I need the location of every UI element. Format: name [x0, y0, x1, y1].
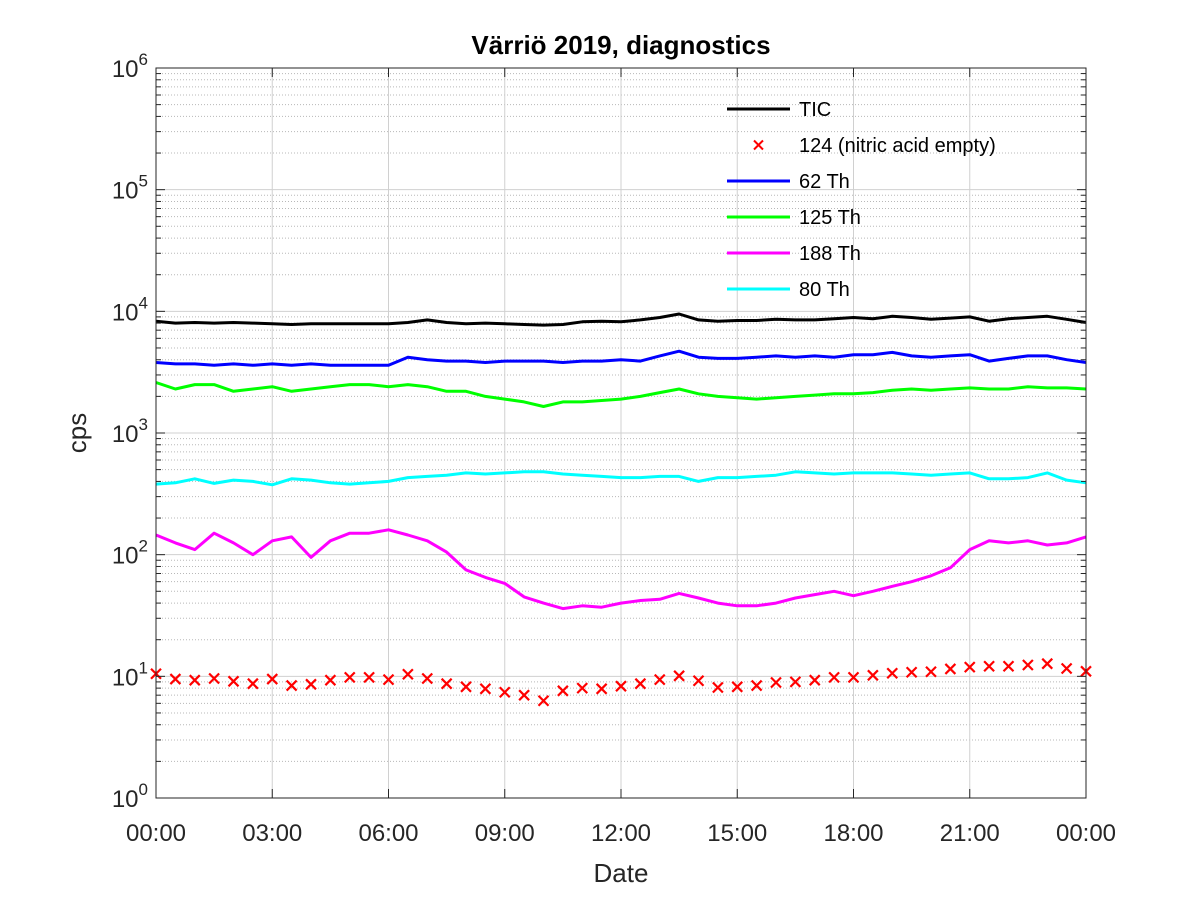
- data-point-marker: [305, 678, 317, 691]
- data-point-marker: [905, 666, 918, 679]
- data-point-marker: [712, 681, 724, 694]
- x-tick-labels: 00:00 03:00 06:00 09:00 12:00 15:00 18:00 21:00…: [126, 820, 1116, 847]
- data-point-marker: [983, 660, 995, 673]
- x-tick-label: 12:00: [591, 820, 651, 847]
- data-point-marker: [518, 689, 530, 701]
- data-point-marker: [615, 680, 627, 692]
- series-layer: [150, 312, 1092, 707]
- series-line-tic: [155, 312, 1087, 327]
- legend-label-125: 125 Th: [799, 207, 861, 229]
- data-point-marker: [634, 677, 647, 690]
- series-line-62: [155, 349, 1087, 367]
- data-point-marker: [498, 686, 511, 699]
- y-axis-label: cps: [62, 413, 92, 453]
- y-tick-label: 101: [112, 658, 148, 691]
- data-point-marker: [1060, 662, 1073, 675]
- data-point-marker: [731, 681, 744, 693]
- data-point-marker: [1041, 657, 1054, 670]
- y-tick-label: 103: [112, 415, 148, 448]
- data-point-marker: [770, 676, 782, 689]
- x-tick-label: 00:00: [126, 820, 186, 847]
- data-point-marker: [653, 673, 666, 686]
- y-tick-labels: 100 101 102 103 104 105 106: [112, 50, 148, 813]
- series-line-125: [155, 381, 1087, 408]
- x-tick-label: 03:00: [242, 820, 302, 847]
- data-point-marker: [382, 673, 395, 686]
- data-point-marker: [673, 670, 685, 682]
- data-point-marker: [944, 663, 957, 675]
- data-point-marker: [188, 674, 201, 686]
- data-point-marker: [247, 677, 259, 690]
- data-point-marker: [440, 677, 453, 690]
- series-line-188: [155, 528, 1087, 611]
- data-point-marker: [692, 674, 705, 687]
- data-point-marker: [324, 674, 337, 686]
- legend-label-188: 188 Th: [799, 243, 861, 265]
- data-point-marker: [363, 671, 375, 684]
- data-point-marker: [557, 685, 569, 697]
- y-tick-label: 105: [112, 172, 148, 205]
- data-point-marker: [343, 671, 356, 684]
- x-tick-label: 06:00: [358, 820, 418, 847]
- x-axis-label: Date: [594, 858, 649, 888]
- data-point-marker: [750, 679, 763, 692]
- axis-ticks: [155, 67, 1087, 799]
- data-point-marker: [285, 679, 298, 692]
- x-tick-label: 21:00: [940, 820, 1000, 847]
- y-tick-label: 100: [112, 780, 148, 813]
- data-point-marker: [963, 661, 976, 673]
- series-124-markers: [150, 657, 1092, 707]
- y-tick-label: 104: [112, 293, 148, 326]
- data-point-marker: [208, 672, 220, 685]
- data-point-marker: [537, 694, 550, 707]
- y-tick-label: 106: [112, 50, 148, 83]
- x-tick-label: 15:00: [707, 820, 767, 847]
- legend-label-124: 124 (nitric acid empty): [799, 135, 996, 157]
- data-point-marker: [1022, 659, 1034, 671]
- series-line-80: [155, 470, 1087, 487]
- data-point-marker: [595, 683, 608, 695]
- data-point-marker: [266, 673, 279, 685]
- data-point-marker: [1002, 660, 1015, 673]
- legend-label-62: 62 Th: [799, 171, 850, 193]
- data-point-marker: [479, 683, 492, 695]
- chart-title: Värriö 2019, diagnostics: [471, 30, 770, 60]
- data-point-marker: [789, 676, 802, 688]
- legend-marker-124: [753, 139, 764, 151]
- x-tick-label: 09:00: [475, 820, 535, 847]
- legend-label-80: 80 Th: [799, 279, 850, 301]
- x-tick-label: 18:00: [823, 820, 883, 847]
- legend: TIC 124 (nitric acid empty) 62 Th 125 Th 188…: [727, 99, 996, 301]
- data-point-marker: [576, 682, 589, 694]
- data-point-marker: [886, 667, 899, 680]
- data-point-marker: [169, 673, 182, 685]
- data-point-marker: [847, 671, 860, 684]
- data-point-marker: [867, 669, 879, 682]
- legend-label-tic: TIC: [799, 99, 831, 121]
- x-tick-label: 00:00: [1056, 820, 1116, 847]
- data-point-marker: [460, 681, 472, 693]
- data-point-marker: [925, 666, 937, 678]
- data-point-marker: [227, 675, 240, 688]
- data-point-marker: [421, 672, 434, 685]
- data-point-marker: [828, 671, 840, 684]
- data-point-marker: [402, 668, 414, 681]
- data-point-marker: [808, 674, 821, 686]
- y-tick-label: 102: [112, 537, 148, 570]
